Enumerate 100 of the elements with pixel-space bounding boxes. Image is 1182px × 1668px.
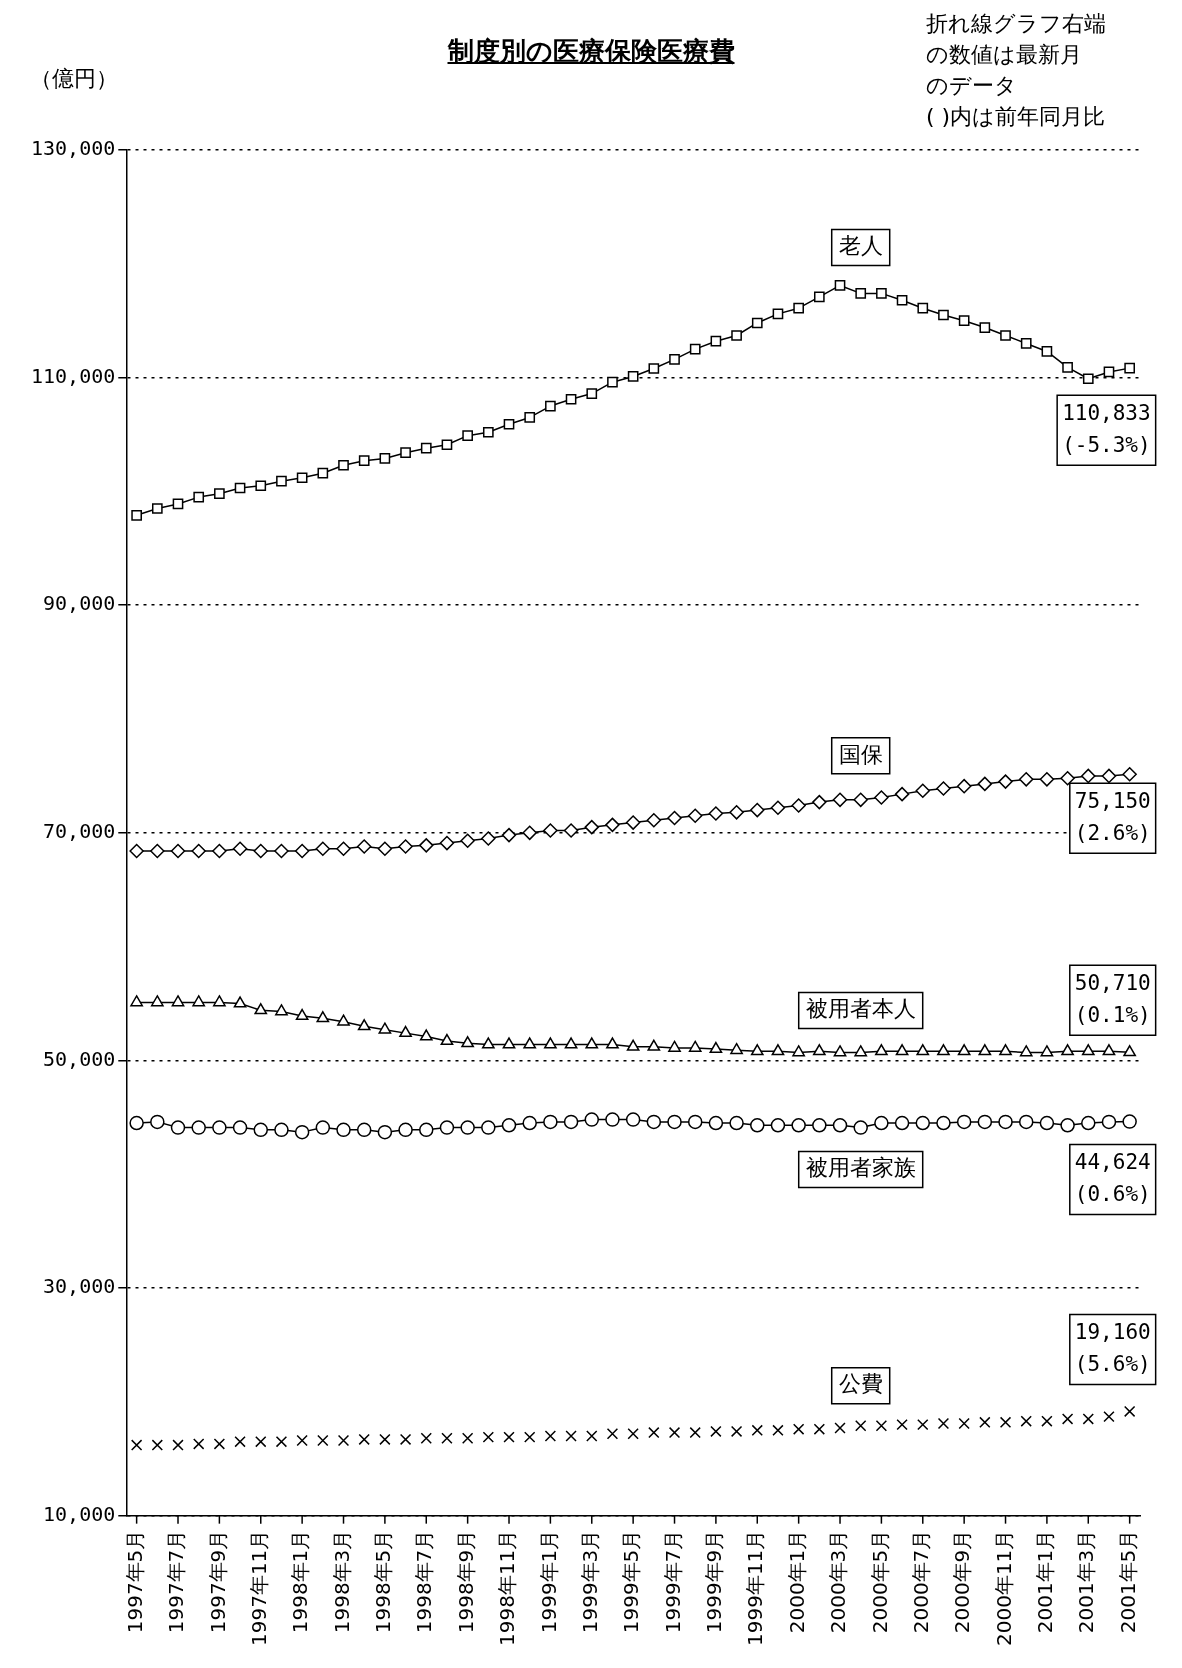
point bbox=[294, 843, 310, 859]
point bbox=[234, 1435, 246, 1448]
point bbox=[254, 1003, 268, 1015]
point bbox=[729, 805, 744, 820]
point bbox=[750, 1044, 764, 1056]
point bbox=[544, 1430, 557, 1442]
point bbox=[750, 802, 765, 818]
point bbox=[669, 354, 680, 365]
point bbox=[130, 995, 144, 1007]
point bbox=[730, 1425, 743, 1438]
point bbox=[1040, 1045, 1054, 1057]
point bbox=[1123, 1045, 1137, 1057]
point bbox=[172, 1439, 184, 1451]
point bbox=[979, 322, 991, 333]
point bbox=[439, 835, 455, 851]
point bbox=[1061, 1413, 1074, 1425]
point bbox=[894, 1115, 910, 1131]
point bbox=[916, 1044, 930, 1056]
point bbox=[770, 1118, 786, 1133]
point bbox=[316, 1011, 330, 1023]
point bbox=[730, 1042, 743, 1055]
point bbox=[274, 1122, 289, 1138]
point bbox=[956, 778, 972, 794]
x-tick-label: 2000年5月 bbox=[867, 1529, 892, 1634]
point bbox=[771, 1044, 785, 1056]
point bbox=[337, 1434, 350, 1447]
point bbox=[853, 792, 868, 808]
point bbox=[854, 1045, 868, 1057]
point bbox=[625, 815, 641, 830]
point bbox=[689, 1426, 701, 1439]
point bbox=[441, 439, 453, 451]
point bbox=[130, 1439, 143, 1451]
point bbox=[274, 843, 289, 859]
point bbox=[212, 1120, 227, 1135]
point bbox=[687, 808, 703, 824]
point bbox=[1060, 1118, 1075, 1133]
point bbox=[295, 1008, 309, 1021]
point bbox=[792, 1423, 805, 1435]
point bbox=[522, 1115, 537, 1131]
point bbox=[627, 1428, 639, 1440]
point bbox=[193, 491, 205, 503]
text: ( )内は前年同月比 bbox=[926, 104, 1106, 129]
point bbox=[565, 1430, 577, 1442]
point bbox=[439, 1120, 455, 1135]
point bbox=[791, 1118, 806, 1133]
point bbox=[275, 1004, 288, 1016]
point bbox=[150, 843, 165, 859]
point bbox=[129, 1115, 144, 1131]
point bbox=[812, 794, 827, 810]
point bbox=[1000, 330, 1011, 341]
point bbox=[502, 1037, 516, 1049]
point bbox=[834, 280, 846, 291]
point bbox=[627, 371, 639, 382]
point bbox=[607, 376, 618, 388]
point bbox=[460, 1120, 475, 1135]
point bbox=[398, 839, 413, 854]
annotation: 75,150 (2.6%) bbox=[1074, 788, 1151, 845]
x-tick-label: 1998年11月 bbox=[495, 1529, 520, 1647]
point bbox=[999, 1044, 1012, 1056]
point bbox=[1081, 1044, 1095, 1056]
point bbox=[1124, 362, 1135, 374]
x-tick-label: 1999年3月 bbox=[577, 1529, 602, 1634]
point bbox=[605, 817, 620, 833]
point bbox=[938, 309, 949, 321]
point bbox=[482, 426, 494, 438]
point bbox=[337, 1014, 350, 1026]
point bbox=[710, 1425, 722, 1438]
point bbox=[1082, 373, 1094, 385]
point bbox=[276, 475, 287, 487]
point bbox=[379, 453, 391, 464]
point bbox=[1081, 1115, 1096, 1131]
point bbox=[1020, 1415, 1032, 1427]
text: 折れ線グラフ右端 bbox=[926, 11, 1106, 36]
point bbox=[1061, 1044, 1074, 1056]
point bbox=[543, 1114, 558, 1130]
point bbox=[1102, 1044, 1116, 1056]
point bbox=[688, 1040, 702, 1052]
point bbox=[253, 843, 269, 859]
point bbox=[770, 800, 786, 816]
point bbox=[709, 1041, 723, 1054]
point bbox=[563, 1114, 579, 1130]
point bbox=[791, 798, 806, 813]
point bbox=[896, 1418, 908, 1431]
point bbox=[855, 1420, 867, 1432]
point bbox=[585, 1037, 599, 1049]
point bbox=[958, 1417, 970, 1430]
point bbox=[812, 1044, 826, 1056]
annotation: 50,710 (0.1%) bbox=[1074, 970, 1151, 1027]
point bbox=[793, 302, 804, 314]
point bbox=[151, 1439, 164, 1451]
x-tick-label: 1998年3月 bbox=[329, 1529, 354, 1634]
x-tick-label: 1999年1月 bbox=[536, 1529, 561, 1634]
point bbox=[213, 1438, 226, 1450]
x-tick-label: 2001年3月 bbox=[1074, 1529, 1099, 1634]
annotation: 19,160 (5.6%) bbox=[1074, 1319, 1151, 1376]
point bbox=[998, 774, 1013, 789]
point bbox=[150, 995, 164, 1007]
point bbox=[296, 472, 308, 484]
point bbox=[978, 1044, 992, 1056]
point bbox=[233, 996, 247, 1008]
